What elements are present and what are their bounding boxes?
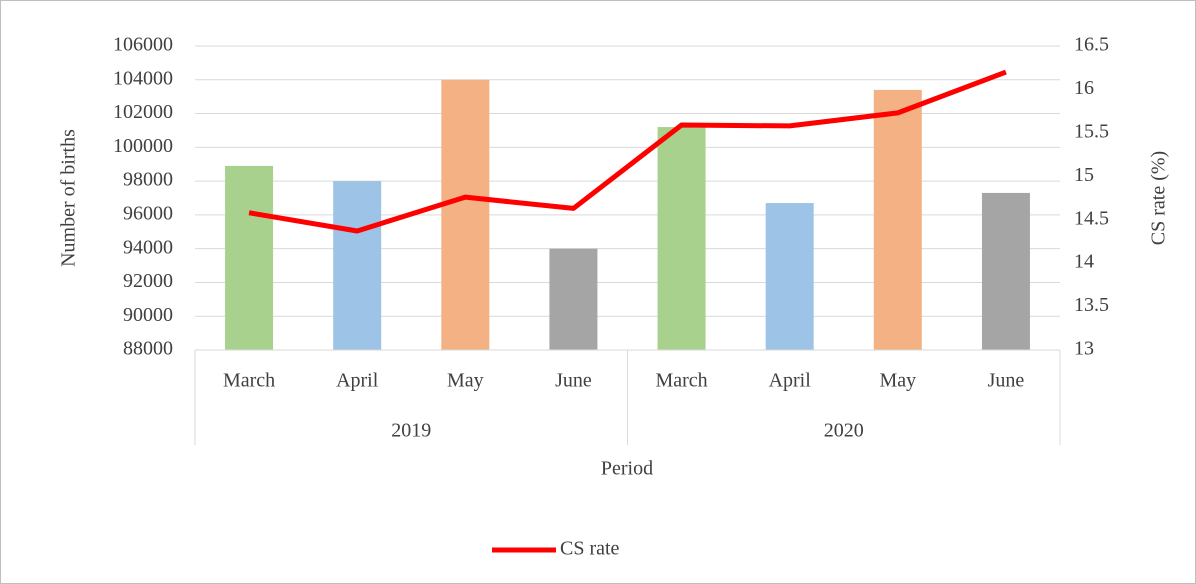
line-series [248,69,1007,234]
y2-tick-label: 16 [1074,77,1094,99]
y2-tick-label: 13 [1074,338,1094,360]
bar [441,79,490,351]
x-axis-label: Period [601,458,653,480]
y-tick-label: 102000 [113,101,173,123]
y2-tick-label: 14.5 [1074,207,1109,229]
bar [333,181,382,350]
y-tick-label: 100000 [113,135,173,157]
x-tick-label: April [769,370,812,392]
group-label: 2020 [824,420,864,442]
y-tick-label: 90000 [123,304,173,326]
y2-tick-label: 14 [1074,251,1094,273]
x-tick-label: June [555,370,592,392]
group-label: 2019 [391,420,431,442]
bar [657,127,706,350]
y2-tick-label: 15.5 [1074,120,1109,142]
x-tick-label: March [223,370,275,392]
bar [549,248,598,350]
x-tick-label: June [988,370,1025,392]
y-tick-label: 98000 [123,169,173,191]
y-tick-label: 94000 [123,236,173,258]
y-tick-label: 88000 [123,338,173,360]
bar [981,192,1030,350]
y-tick-label: 104000 [113,67,173,89]
y2-tick-label: 13.5 [1074,294,1109,316]
x-tick-label: April [336,370,379,392]
bar [765,203,814,350]
y-tick-label: 96000 [123,202,173,224]
y-tick-label: 92000 [123,270,173,292]
bar [873,89,922,351]
y-tick-label: 106000 [113,34,173,56]
x-tick-label: May [879,370,916,392]
y2-axis-label: CS rate (%) [1148,151,1170,245]
x-tick-label: May [447,370,484,392]
bar [225,165,274,350]
x-tick-label: March [655,370,707,392]
legend-label: CS rate [560,538,620,560]
y2-tick-label: 15 [1074,164,1094,186]
y-axis-label: Number of births [58,129,80,267]
y2-tick-label: 16.5 [1074,34,1109,56]
